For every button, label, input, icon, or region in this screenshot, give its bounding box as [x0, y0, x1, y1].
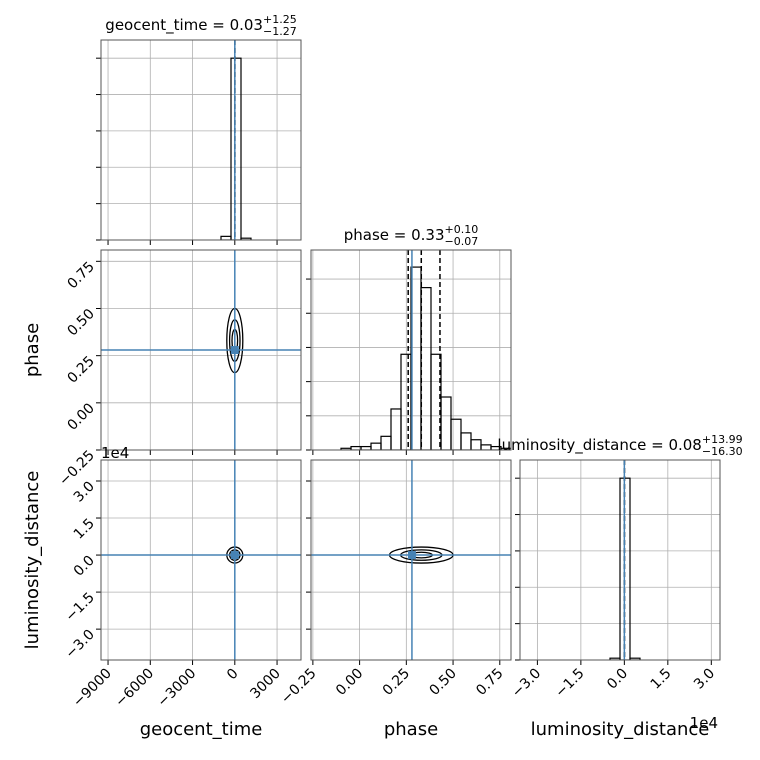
panel-frame: [519, 459, 721, 661]
y-tick-label: 0.25: [64, 353, 97, 386]
histogram-panel: −3.0 −1.5 0.0 1.5 3.0 luminosity_distance = 0…: [497, 433, 742, 701]
histogram-bar: [440, 396, 452, 450]
x-tick-label: 0.0: [604, 666, 631, 693]
x-axis-label: geocent_time: [140, 719, 263, 740]
y-offset-text: 1e4: [101, 444, 129, 462]
x-tick-label: 0: [224, 666, 242, 684]
panel-content: [520, 460, 720, 660]
x-tick-label: 1.5: [648, 666, 675, 693]
x-tick-label: −9000: [70, 666, 115, 711]
histogram-bar: [450, 418, 462, 450]
histogram-bar: [420, 287, 432, 450]
y-tick-label: 1.5: [71, 516, 98, 543]
y-tick-label: −0.25: [56, 448, 98, 490]
scatter-panel: −9000−6000−3000 0 3000−3.0−1.50.01.53.0: [62, 459, 302, 711]
panel-title: phase = 0.33+0.10 −0.07: [344, 223, 479, 248]
x-tick-label: −0.25: [278, 666, 320, 708]
y-tick-label: 0.50: [64, 306, 97, 339]
title-minus: −1.27: [263, 25, 297, 38]
panel-content: [311, 250, 511, 450]
panel-content: [101, 40, 301, 240]
truth-marker: [230, 346, 239, 354]
panel-frame: [100, 459, 302, 661]
x-tick-label: −1.5: [552, 666, 587, 701]
title-plus: +13.99: [702, 433, 743, 446]
title-plus: +0.10: [445, 223, 479, 236]
y-tick-label: 0.75: [64, 259, 97, 292]
histogram-bar: [460, 432, 472, 450]
y-tick-label: 3.0: [71, 479, 98, 506]
histogram-panel: phase = 0.33+0.10 −0.07: [306, 223, 512, 455]
panel-title: luminosity_distance = 0.08+13.99 −16.30: [497, 433, 742, 458]
y-axis-label: luminosity_distance: [22, 471, 43, 650]
truth-marker: [230, 551, 239, 560]
histogram-bar: [230, 57, 242, 240]
y-tick-label: 0.00: [64, 400, 97, 433]
panel-frame: [100, 249, 302, 451]
scatter-panel: −0.25 0.00 0.25 0.50 0.75: [278, 459, 512, 708]
histogram-bar: [370, 442, 382, 450]
panel-title: geocent_time = 0.03+1.25 −1.27: [105, 13, 296, 38]
histogram-bar: [480, 444, 492, 450]
title-plus: +1.25: [263, 13, 297, 26]
panel-frame: [100, 39, 302, 241]
y-tick-label: 0.0: [71, 553, 98, 580]
title-minus: −0.07: [445, 235, 479, 248]
x-tick-label: 0.25: [380, 666, 413, 699]
y-tick-label: −3.0: [62, 627, 97, 662]
y-tick-label: −1.5: [62, 590, 97, 625]
x-offset-text: 1e4: [690, 714, 718, 732]
title-text: geocent_time = 0.03: [105, 16, 263, 35]
scatter-panel: −0.25 0.00 0.25 0.50 0.75: [56, 249, 302, 490]
title-minus: −16.30: [702, 445, 743, 458]
x-tick-label: 0.00: [333, 666, 366, 699]
histogram-bar: [240, 237, 252, 240]
title-text: luminosity_distance = 0.08: [497, 436, 701, 455]
panel-content: [101, 250, 301, 450]
truth-marker: [407, 551, 416, 560]
histogram-bar: [390, 408, 402, 450]
x-tick-label: −3.0: [509, 666, 544, 701]
histogram-panel: geocent_time = 0.03+1.25 −1.27: [96, 13, 302, 245]
x-axis-label: phase: [384, 719, 438, 740]
histogram-bar: [380, 435, 392, 450]
histogram-bar: [629, 657, 641, 660]
x-tick-label: 0.50: [427, 666, 460, 699]
panel-content: [101, 460, 301, 660]
histogram-bar: [360, 445, 372, 450]
y-axis-label: phase: [22, 323, 43, 377]
x-tick-label: 0.75: [473, 666, 506, 699]
panel-frame: [310, 249, 512, 451]
panel-content: [311, 460, 511, 660]
x-axis-label: luminosity_distance: [531, 719, 710, 740]
histogram-bar: [470, 439, 482, 450]
x-tick-label: 3.0: [691, 666, 718, 693]
panel-frame: [310, 459, 512, 661]
x-tick-label: −6000: [112, 666, 157, 711]
histogram-bar: [220, 235, 232, 240]
title-text: phase = 0.33: [344, 226, 445, 244]
x-tick-label: −3000: [155, 666, 200, 711]
